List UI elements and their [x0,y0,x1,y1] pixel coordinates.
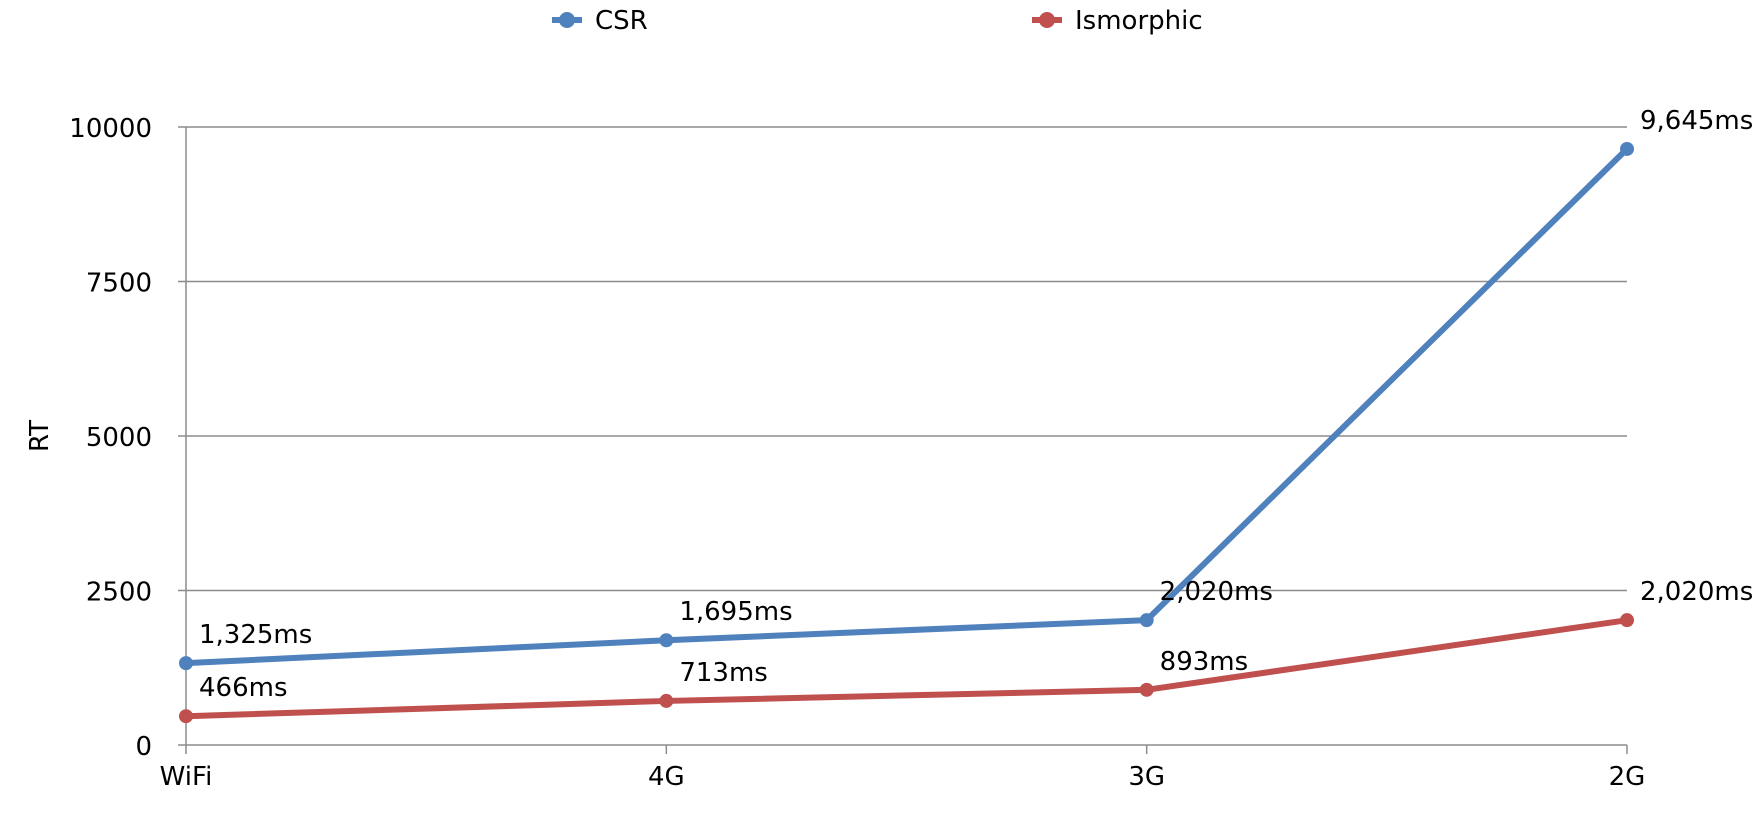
y-tick-label: 10000 [69,114,152,144]
legend-label-csr: CSR [595,6,648,36]
data-labels: 1,325ms 1,695ms 2,020ms 9,645ms 466ms 713ms 89… [199,106,1753,703]
x-tick-label: WiFi [160,762,213,792]
y-tick-label: 5000 [86,423,152,453]
x-tick-label: 3G [1128,762,1165,792]
series-line-ismorphic [183,617,1630,720]
legend-marker-ismorphic [1039,12,1055,28]
data-label-ismorphic: 466ms [199,673,288,703]
y-tick-label: 0 [135,732,152,762]
y-tick-label: 2500 [86,578,152,608]
axes: 0 2500 5000 7500 10000 WiFi 4G 3G 2G [69,114,1645,792]
data-label-csr: 9,645ms [1640,106,1753,136]
data-point-csr [1139,613,1154,628]
y-axis-title: RT [25,420,55,452]
data-label-csr: 1,695ms [679,597,792,627]
data-label-csr: 2,020ms [1160,577,1273,607]
gridlines [186,126,1627,592]
data-point-ismorphic [1620,613,1634,628]
legend-label-ismorphic: Ismorphic [1075,6,1203,36]
legend-marker-csr [559,12,575,28]
data-label-csr: 1,325ms [199,620,312,650]
data-point-ismorphic [1139,682,1154,697]
data-label-ismorphic: 2,020ms [1640,577,1753,607]
legend: CSR Ismorphic [552,6,1203,36]
x-tick-label: 4G [648,762,685,792]
data-point-ismorphic [659,693,674,708]
series-line-csr [183,145,1630,667]
data-label-ismorphic: 713ms [679,658,768,688]
data-point-ismorphic [179,709,193,724]
data-point-csr [1620,141,1634,156]
data-point-csr [179,656,193,671]
data-point-csr [659,633,674,648]
series-lines [179,141,1634,724]
data-label-ismorphic: 893ms [1160,647,1249,677]
x-tick-label: 2G [1609,762,1646,792]
y-tick-label: 7500 [86,269,152,299]
